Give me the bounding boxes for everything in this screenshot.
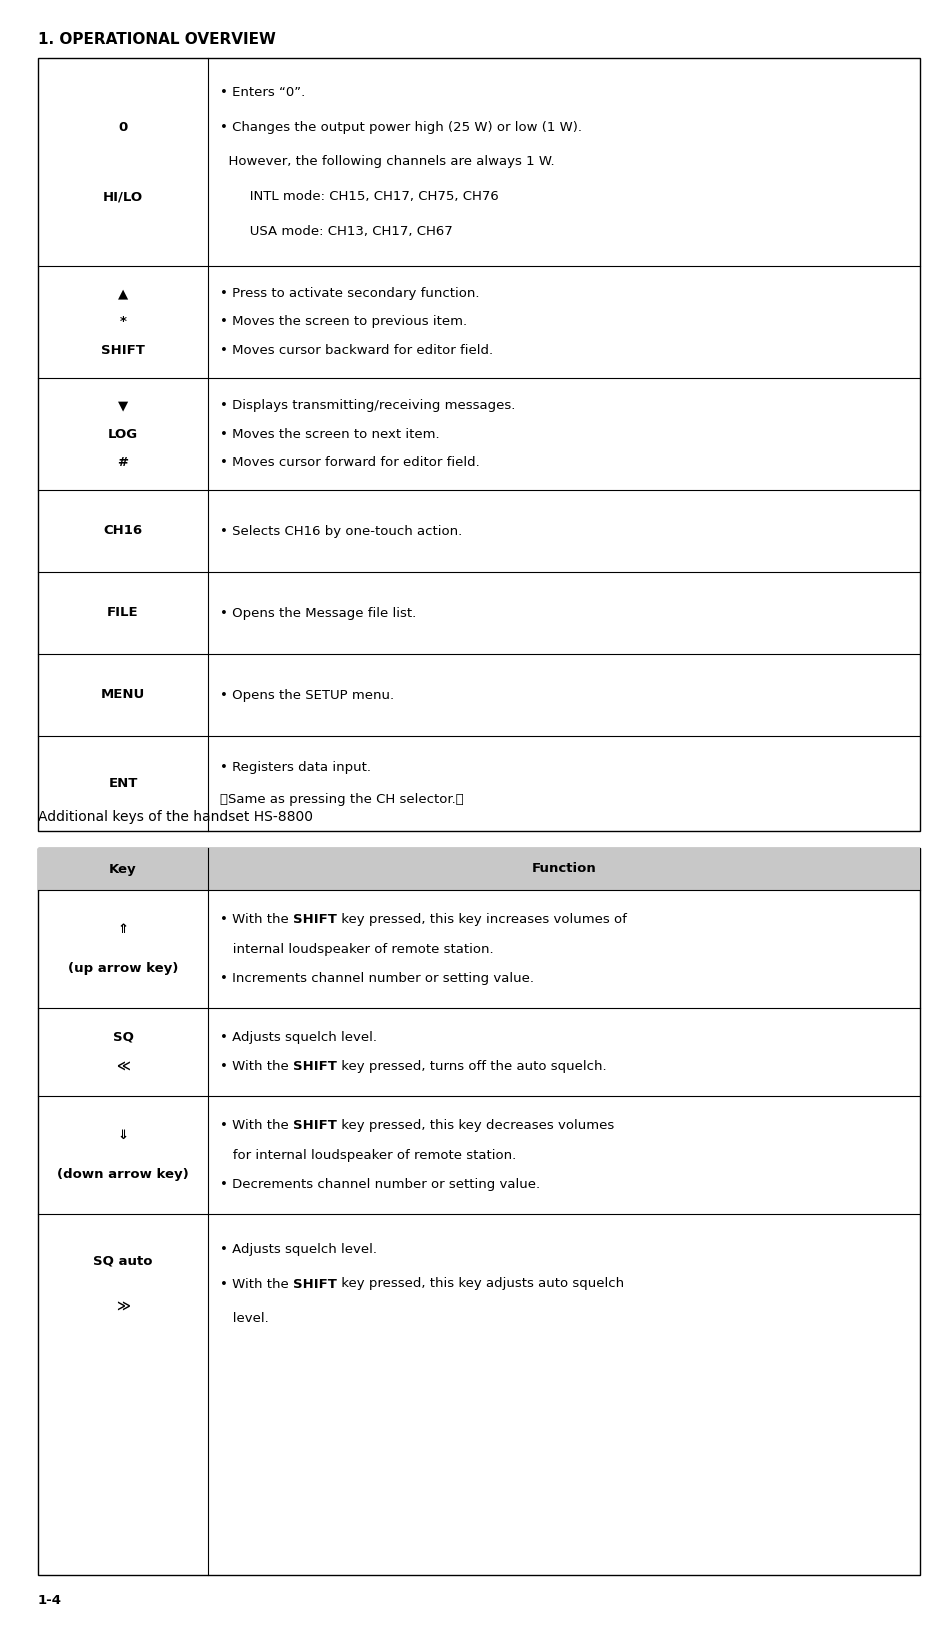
Text: Additional keys of the handset HS-8800: Additional keys of the handset HS-8800 [38, 809, 312, 824]
Text: • Moves cursor forward for editor field.: • Moves cursor forward for editor field. [220, 455, 480, 468]
Text: • Moves cursor backward for editor field.: • Moves cursor backward for editor field… [220, 343, 493, 356]
Text: ▲: ▲ [118, 287, 128, 300]
Text: • Adjusts squelch level.: • Adjusts squelch level. [220, 1031, 377, 1044]
Text: ▼: ▼ [118, 400, 128, 413]
Text: SHIFT: SHIFT [293, 912, 336, 925]
Text: INTL mode: CH15, CH17, CH75, CH76: INTL mode: CH15, CH17, CH75, CH76 [220, 191, 498, 202]
Text: SHIFT: SHIFT [101, 343, 144, 356]
Text: • Increments channel number or setting value.: • Increments channel number or setting v… [220, 973, 533, 986]
Text: USA mode: CH13, CH17, CH67: USA mode: CH13, CH17, CH67 [220, 225, 452, 238]
Text: • Opens the SETUP menu.: • Opens the SETUP menu. [220, 689, 394, 702]
Text: #: # [117, 455, 128, 468]
Text: • Adjusts squelch level.: • Adjusts squelch level. [220, 1242, 377, 1255]
Text: • Moves the screen to previous item.: • Moves the screen to previous item. [220, 315, 466, 328]
Text: 1-4: 1-4 [38, 1594, 62, 1608]
Text: Key: Key [110, 862, 137, 875]
Text: • With the: • With the [220, 1061, 293, 1074]
Text: *: * [120, 315, 126, 328]
Text: • Decrements channel number or setting value.: • Decrements channel number or setting v… [220, 1178, 540, 1191]
Text: key pressed, turns off the auto squelch.: key pressed, turns off the auto squelch. [336, 1061, 606, 1074]
Bar [38, 849, 919, 889]
Text: • Moves the screen to next item.: • Moves the screen to next item. [220, 428, 439, 441]
Text: CH16: CH16 [103, 524, 143, 537]
Text: • Enters “0”.: • Enters “0”. [220, 86, 305, 100]
Text: • Displays transmitting/receiving messages.: • Displays transmitting/receiving messag… [220, 400, 514, 413]
Text: SQ auto: SQ auto [93, 1253, 153, 1266]
Text: SHIFT: SHIFT [293, 1061, 336, 1074]
Text: key pressed, this key increases volumes of: key pressed, this key increases volumes … [336, 912, 626, 925]
Text: Function: Function [531, 862, 596, 875]
Text: (up arrow key): (up arrow key) [68, 963, 178, 976]
Text: SQ: SQ [112, 1031, 133, 1044]
Text: ENT: ENT [109, 777, 138, 790]
Bar [38, 59, 919, 831]
Text: 1. OPERATIONAL OVERVIEW: 1. OPERATIONAL OVERVIEW [38, 33, 276, 47]
Text: • With the: • With the [220, 1278, 293, 1291]
Text: level.: level. [220, 1312, 268, 1325]
Text: • With the: • With the [220, 912, 293, 925]
Text: MENU: MENU [101, 689, 145, 702]
Text: key pressed, this key adjusts auto squelch: key pressed, this key adjusts auto squel… [336, 1278, 623, 1291]
Text: LOG: LOG [108, 428, 138, 441]
Text: internal loudspeaker of remote station.: internal loudspeaker of remote station. [220, 943, 493, 955]
Text: ⇓: ⇓ [117, 1129, 128, 1142]
Text: FILE: FILE [107, 607, 139, 620]
Text: SHIFT: SHIFT [293, 1120, 336, 1133]
Text: ⇑: ⇑ [117, 922, 128, 935]
Text: • Opens the Message file list.: • Opens the Message file list. [220, 607, 415, 620]
Text: • Registers data input.: • Registers data input. [220, 761, 371, 774]
Text: • Press to activate secondary function.: • Press to activate secondary function. [220, 287, 479, 300]
Bar [38, 849, 919, 1575]
Text: HI/LO: HI/LO [103, 191, 143, 202]
Text: ≫: ≫ [116, 1301, 130, 1314]
Text: (down arrow key): (down arrow key) [57, 1169, 189, 1182]
Text: • Selects CH16 by one-touch action.: • Selects CH16 by one-touch action. [220, 524, 462, 537]
Text: 0: 0 [118, 121, 127, 134]
Text: • Changes the output power high (25 W) or low (1 W).: • Changes the output power high (25 W) o… [220, 121, 582, 134]
Text: • With the: • With the [220, 1120, 293, 1133]
Text: ≪: ≪ [116, 1061, 130, 1074]
Text: for internal loudspeaker of remote station.: for internal loudspeaker of remote stati… [220, 1149, 515, 1162]
Text: However, the following channels are always 1 W.: However, the following channels are alwa… [220, 155, 554, 168]
Text: key pressed, this key decreases volumes: key pressed, this key decreases volumes [336, 1120, 614, 1133]
Text: SHIFT: SHIFT [293, 1278, 336, 1291]
Text: （Same as pressing the CH selector.）: （Same as pressing the CH selector.） [220, 793, 464, 806]
